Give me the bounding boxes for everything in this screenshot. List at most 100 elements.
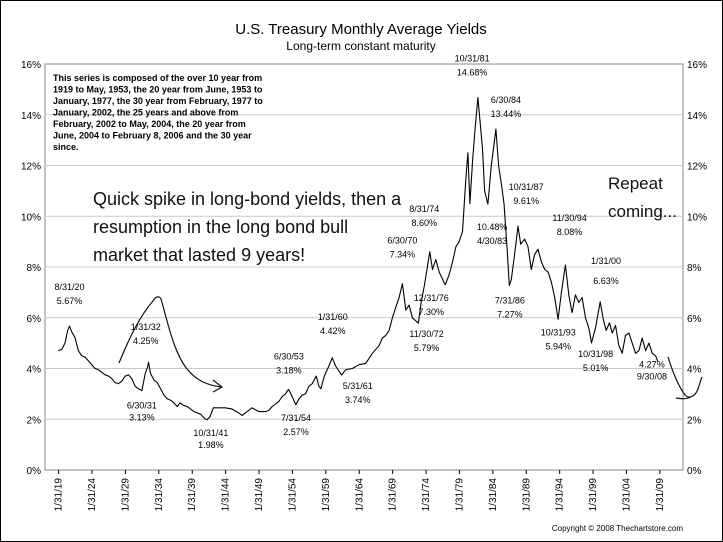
x-tick-label: 1/31/09 <box>655 478 666 512</box>
annotation-a1932: 1/31/32 4.25% <box>131 322 161 346</box>
x-tick-label: 1/31/94 <box>555 478 566 512</box>
x-tick-label: 1/31/54 <box>287 478 298 512</box>
annotation-date: 10/31/81 <box>455 53 490 63</box>
annotation-value: 3.74% <box>345 395 371 405</box>
x-tick-label: 1/31/74 <box>421 478 432 512</box>
x-axis: 1/31/19 1/31/24 1/31/29 1/31/34 1/31/39 1/31/… <box>54 470 666 511</box>
description-line: 1919 to May, 1953, the 20 year from June… <box>53 85 263 95</box>
annotation-a1998: 10/31/98 5.01% <box>578 349 613 373</box>
y-tick-label-left: 16% <box>21 60 41 71</box>
annotation-a1974: 8/31/74 8.60% <box>409 204 439 228</box>
annotation-value: 7.34% <box>390 250 416 260</box>
annotation-a1984: 6/30/84 13.44% <box>491 95 522 119</box>
description-line: since. <box>53 142 79 152</box>
x-tick-label: 1/31/39 <box>187 478 198 512</box>
annotation-date: 10/31/87 <box>509 182 544 192</box>
description-line: June, 2004 to February 8, 2006 and the 3… <box>53 131 252 141</box>
y-tick-label-right: 4% <box>687 365 702 376</box>
description-line: January, 2002, the 25 years and above fr… <box>53 108 238 118</box>
x-tick-label: 1/31/89 <box>521 478 532 512</box>
x-tick-label: 1/31/59 <box>321 478 332 512</box>
annotation-date: 8/31/74 <box>409 204 439 214</box>
y-tick-label-left: 10% <box>21 212 41 223</box>
y-tick-label-right: 6% <box>687 314 702 325</box>
annotation-date: 1/31/60 <box>318 312 348 322</box>
y-tick-label-right: 8% <box>687 263 702 274</box>
annotation-date: 10/31/93 <box>541 327 576 337</box>
x-tick-label: 1/31/99 <box>588 478 599 512</box>
annotation-a2000: 1/31/00 6.63% <box>591 256 621 286</box>
annotation-a1960: 1/31/60 4.42% <box>318 312 348 336</box>
y-tick-label-left: 0% <box>27 466 42 477</box>
annotation-a1970: 6/30/70 7.34% <box>387 236 417 260</box>
hand-arrow-tail-2008 <box>675 396 692 400</box>
handwritten-note: Quick spike in long-bond yields, then a r… <box>93 189 402 265</box>
x-tick-label: 1/31/44 <box>221 478 232 512</box>
annotation-date: 9/30/08 <box>637 372 667 382</box>
y-tick-label-right: 12% <box>687 162 707 173</box>
annotation-date: 1/31/32 <box>131 322 161 332</box>
annotation-value: 5.67% <box>57 296 83 306</box>
annotation-date: 7/31/86 <box>495 296 525 306</box>
handwritten-repeat-note: Repeat coming... <box>608 174 677 221</box>
hand-arrow-2008 <box>667 356 703 398</box>
description-line: January, 1977, the 30 year from February… <box>53 96 263 106</box>
annotation-date: 6/30/53 <box>274 351 304 361</box>
annotation-value: 4.27% <box>639 360 665 370</box>
annotation-date: 6/30/70 <box>387 236 417 246</box>
y-tick-label-left: 4% <box>27 365 42 376</box>
annotation-value: 13.44% <box>491 109 522 119</box>
description-line: February, 2002 to May, 2004, the 20 year… <box>53 119 246 129</box>
y-tick-label-right: 14% <box>687 111 707 122</box>
annotation-a1954: 7/31/54 2.57% <box>281 413 311 437</box>
x-tick-label: 1/31/19 <box>54 478 65 512</box>
x-tick-label: 1/31/34 <box>154 478 165 512</box>
annotation-value: 4.42% <box>320 326 346 336</box>
y-tick-label-right: 2% <box>687 415 702 426</box>
handwritten-note-line: resumption in the long bond bull <box>93 217 348 237</box>
y-tick-label-right: 16% <box>687 60 707 71</box>
hand-arrow-head-1930s <box>212 379 224 393</box>
x-tick-label: 1/31/69 <box>388 478 399 512</box>
hand-arrow-1930s <box>118 296 222 388</box>
x-tick-label: 1/31/04 <box>621 478 632 512</box>
annotation-a1976: 12/31/76 7.30% <box>414 293 449 317</box>
annotation-a1993: 10/31/93 5.94% <box>541 327 576 351</box>
handwritten-note-line: Quick spike in long-bond yields, then a <box>93 189 402 209</box>
y-tick-label-right: 0% <box>687 466 702 477</box>
annotation-date: 11/30/94 <box>552 213 586 223</box>
series-group <box>58 96 659 421</box>
annotation-a1931: 6/30/31 3.13% <box>127 401 157 423</box>
description-line: This series is composed of the over 10 y… <box>53 73 262 83</box>
annotation-a1972: 11/30/72 5.79% <box>409 329 443 353</box>
chart-subtitle: Long-term constant maturity <box>286 39 435 53</box>
annotation-value: 3.18% <box>276 365 302 375</box>
y-tick-label-left: 8% <box>27 263 42 274</box>
annotation-a1981: 10/31/81 14.68% <box>455 53 490 77</box>
annotation-value: 7.30% <box>419 307 445 317</box>
annotation-a1961: 5/31/61 3.74% <box>343 381 373 405</box>
annotation-value: 4.25% <box>133 336 159 346</box>
annotation-date: 12/31/76 <box>414 293 449 303</box>
y-axis-right: 0% 2% 4% 6% 8% 10% 12% 14% 16% <box>687 60 707 477</box>
gridlines <box>45 114 683 420</box>
annotations: 8/31/20 5.67% 6/30/31 3.13% 1/31/32 4.25% 10/3… <box>55 53 667 449</box>
annotation-date: 10/31/41 <box>193 428 228 438</box>
handwritten-repeat-line: Repeat <box>608 174 663 193</box>
series-description: This series is composed of the over 10 y… <box>53 73 263 152</box>
annotation-value: 9.61% <box>513 196 539 206</box>
annotation-value: 5.79% <box>414 343 440 353</box>
handwritten-note-line: market that lasted 9 years! <box>93 245 305 265</box>
annotation-a1953: 6/30/53 3.18% <box>274 351 304 375</box>
annotation-value: 3.13% <box>129 413 155 423</box>
annotation-date: 5/31/61 <box>343 381 373 391</box>
annotation-value: 5.01% <box>583 363 609 373</box>
annotation-a2008: 9/30/08 4.27% <box>637 360 667 382</box>
annotation-value: 6.63% <box>593 276 619 286</box>
annotation-value: 5.94% <box>546 341 572 351</box>
annotation-a1986: 7/31/86 7.27% <box>495 296 525 320</box>
annotation-a1983: 4/30/83 10.48% <box>477 222 508 246</box>
annotation-value: 14.68% <box>457 67 488 77</box>
y-tick-label-left: 2% <box>27 415 42 426</box>
x-tick-label: 1/31/84 <box>488 478 499 512</box>
